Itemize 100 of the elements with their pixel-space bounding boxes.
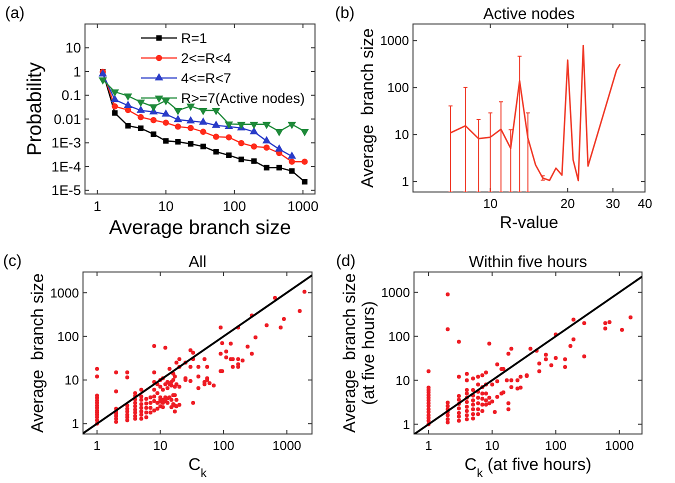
point	[300, 129, 309, 136]
y-tick-label: 1	[402, 174, 409, 190]
point	[136, 100, 145, 107]
point	[263, 144, 270, 151]
y-tick-label: 1000	[380, 33, 409, 48]
x-tick-label: 100	[544, 438, 567, 453]
point	[212, 120, 220, 128]
point	[112, 103, 118, 110]
point	[302, 178, 308, 184]
point	[238, 156, 244, 162]
point	[149, 104, 158, 112]
point	[98, 77, 107, 85]
x-tick-label: 1	[93, 198, 102, 214]
point	[162, 109, 170, 117]
point	[302, 158, 308, 165]
y-tick-label: 100	[388, 328, 410, 344]
point	[288, 151, 296, 159]
text: (d)	[336, 253, 356, 270]
point	[138, 125, 144, 132]
point	[226, 152, 232, 158]
y-axis-title: Average branch size	[358, 28, 377, 188]
point	[226, 134, 232, 140]
legend-label: R>=7(Active nodes)	[181, 90, 305, 106]
point	[238, 140, 244, 146]
point	[212, 134, 220, 140]
y-tick-label: 100	[57, 328, 79, 344]
text: (a)	[5, 5, 25, 22]
legend-label: R=1	[181, 30, 208, 46]
x-tick-label: 40	[638, 196, 652, 211]
y-tick-label: 0.1	[62, 87, 82, 104]
x-tick-label: 1000	[287, 198, 319, 214]
point	[188, 141, 194, 147]
y-tick-label: 10	[394, 127, 409, 142]
point	[200, 144, 206, 150]
x-axis-title: C$_{k}$ (at five hours)	[464, 455, 592, 480]
x-tick-label: 1000	[604, 438, 634, 453]
point	[274, 144, 284, 152]
point	[198, 108, 208, 116]
point	[288, 122, 296, 130]
y-tick-label: 1E-4	[51, 158, 82, 174]
y-tick-label: 100	[387, 80, 409, 96]
x-tick-label: 10	[158, 198, 174, 214]
point	[262, 122, 271, 130]
chart-title: Active nodes	[483, 6, 575, 23]
x-tick-label: 100	[212, 438, 234, 453]
point	[163, 138, 169, 144]
y-axis-title: Average branch size (at five hours)	[340, 273, 378, 433]
x-axis-title: Average branch size	[109, 217, 291, 239]
point	[198, 117, 208, 125]
y-tick-label: 1000	[50, 285, 79, 300]
y-tick-label: 1	[402, 416, 410, 432]
x-axis-title: R-value	[500, 213, 558, 232]
point	[125, 123, 131, 129]
x-tick-label: 30	[606, 196, 620, 211]
y-tick-label: 1E-3	[51, 134, 82, 151]
x-tick-label: 20	[560, 196, 575, 211]
point	[174, 108, 182, 116]
point	[264, 164, 270, 170]
point	[162, 120, 170, 126]
x-tick-label: 1000	[272, 438, 302, 453]
point	[250, 122, 258, 130]
point	[174, 114, 182, 122]
point	[274, 129, 284, 136]
point	[150, 117, 157, 124]
point	[213, 148, 219, 155]
y-tick-label: 1	[73, 63, 82, 80]
x-tick-label: 100	[222, 198, 246, 214]
point	[262, 136, 271, 144]
legend-label: 4<=R<7	[181, 70, 232, 86]
y-tick-label: 1	[72, 416, 79, 432]
x-tick-label: 1	[93, 438, 101, 453]
point	[138, 114, 144, 120]
y-tick-label: 1000	[381, 284, 410, 300]
point	[112, 110, 118, 116]
point	[124, 100, 132, 108]
point	[136, 106, 145, 113]
point	[188, 124, 194, 132]
point	[110, 94, 120, 102]
point	[200, 128, 206, 135]
point	[186, 116, 195, 124]
point	[150, 131, 156, 137]
text: (b)	[335, 5, 355, 22]
point	[288, 158, 296, 165]
y-axis-title: Probability	[24, 62, 46, 156]
point	[289, 168, 295, 174]
x-tick-label: 10	[153, 438, 168, 453]
legend-label: 2<=R<4	[181, 50, 232, 66]
y-tick-label: 0.01	[54, 110, 82, 127]
x-axis-title: C$_{k}$	[188, 455, 207, 480]
y-axis-title: Average branch size	[28, 273, 47, 433]
point	[250, 143, 258, 150]
point	[110, 89, 120, 97]
y-tick-label: 10	[396, 372, 410, 388]
x-tick-label: 1	[424, 438, 432, 453]
point	[251, 158, 257, 164]
y-tick-label: 10	[65, 40, 82, 56]
x-tick-label: 10	[484, 438, 500, 453]
y-tick-label: 10	[64, 372, 79, 388]
point	[174, 123, 182, 130]
x-tick-label: 10	[483, 196, 498, 211]
